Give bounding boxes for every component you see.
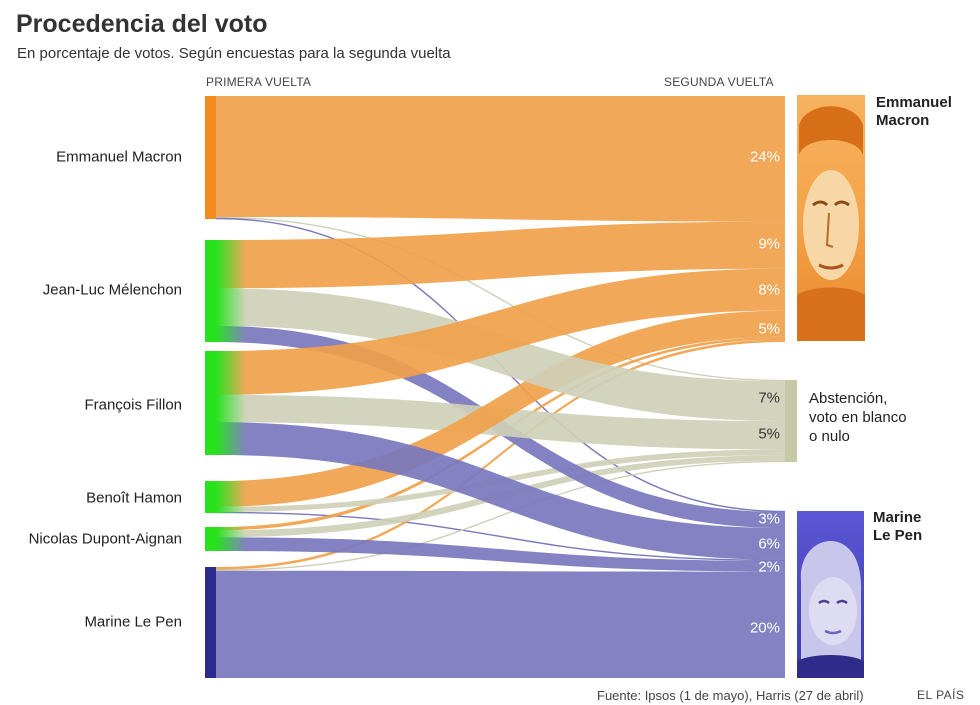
chart-subtitle: En porcentaje de votos. Según encuestas … bbox=[17, 45, 451, 62]
macron-photo bbox=[797, 95, 865, 341]
pct-macron-from-fillon: 8% bbox=[758, 281, 780, 299]
source-label-macron: Emmanuel Macron bbox=[56, 148, 182, 166]
source-bar-jean-luc-melenchon bbox=[205, 240, 216, 342]
source-label-dupont-aignan: Nicolas Dupont-Aignan bbox=[28, 530, 182, 548]
source-label-lepen: Marine Le Pen bbox=[84, 613, 182, 631]
pct-abst-from-melenchon: 7% bbox=[758, 389, 780, 407]
target-label-macron: Emmanuel Macron bbox=[876, 94, 952, 129]
source-fade-francois-fillon bbox=[216, 351, 246, 455]
flow-francois-fillon-to-abstencion-voto-en-blanco-o-nulo bbox=[216, 394, 785, 450]
brand-logo-text: EL PAÍS bbox=[917, 688, 965, 702]
flow-benoit-hamon-to-marine-le-pen bbox=[215, 511, 786, 562]
flow-francois-fillon-to-emmanuel-macron bbox=[216, 268, 785, 395]
header-primera-vuelta: PRIMERA VUELTA bbox=[206, 75, 312, 89]
header-segunda-vuelta: SEGUNDA VUELTA bbox=[664, 75, 774, 89]
target-label-abstencion: Abstención, voto en blanco o nulo bbox=[809, 390, 907, 445]
pct-lepen-from-lepen: 20% bbox=[749, 619, 780, 637]
pct-abst-from-fillon: 5% bbox=[758, 425, 780, 443]
pct-macron-from-macron: 24% bbox=[749, 148, 780, 166]
source-bar-nicolas-dupont-aignan bbox=[205, 527, 216, 551]
chart-title: Procedencia del voto bbox=[16, 10, 268, 38]
source-fade-jean-luc-melenchon bbox=[216, 240, 246, 342]
source-bar-benoit-hamon bbox=[205, 481, 216, 513]
source-fade-nicolas-dupont-aignan bbox=[216, 527, 246, 551]
flow-benoit-hamon-to-emmanuel-macron bbox=[216, 310, 785, 507]
flow-marine-le-pen-to-abstencion-voto-en-blanco-o-nulo bbox=[215, 460, 786, 571]
pct-lepen-from-fillon: 6% bbox=[758, 535, 780, 553]
pct-macron-from-melenchon: 9% bbox=[758, 235, 780, 253]
pct-lepen-from-melenchon: 3% bbox=[758, 510, 780, 528]
flow-marine-le-pen-to-marine-le-pen bbox=[216, 570, 785, 678]
flow-nicolas-dupont-aignan-to-marine-le-pen bbox=[216, 537, 785, 572]
source-label-hamon: Benoît Hamon bbox=[86, 489, 182, 507]
flow-marine-le-pen-to-emmanuel-macron bbox=[216, 339, 785, 570]
source-bar-marine-le-pen bbox=[205, 567, 216, 678]
source-bar-emmanuel-macron bbox=[205, 96, 216, 219]
pct-lepen-from-dupont-aignan: 2% bbox=[758, 558, 780, 576]
pct-macron-from-hamon: 5% bbox=[758, 320, 780, 338]
source-label-melenchon: Jean-Luc Mélenchon bbox=[42, 281, 182, 299]
source-bar-francois-fillon bbox=[205, 351, 216, 455]
lepen-photo bbox=[797, 511, 864, 678]
source-fade-benoit-hamon bbox=[216, 481, 246, 513]
flow-emmanuel-macron-to-abstencion-voto-en-blanco-o-nulo bbox=[215, 216, 786, 382]
target-label-lepen: Marine Le Pen bbox=[873, 509, 923, 544]
flow-emmanuel-macron-to-emmanuel-macron bbox=[216, 96, 785, 222]
source-note: Fuente: Ipsos (1 de mayo), Harris (27 de… bbox=[597, 688, 864, 703]
source-label-fillon: François Fillon bbox=[84, 396, 182, 414]
flow-jean-luc-melenchon-to-abstencion-voto-en-blanco-o-nulo bbox=[216, 288, 785, 421]
target-bar-abstencion bbox=[785, 380, 797, 462]
flow-francois-fillon-to-marine-le-pen bbox=[216, 422, 785, 560]
flow-jean-luc-melenchon-to-emmanuel-macron bbox=[216, 221, 785, 289]
